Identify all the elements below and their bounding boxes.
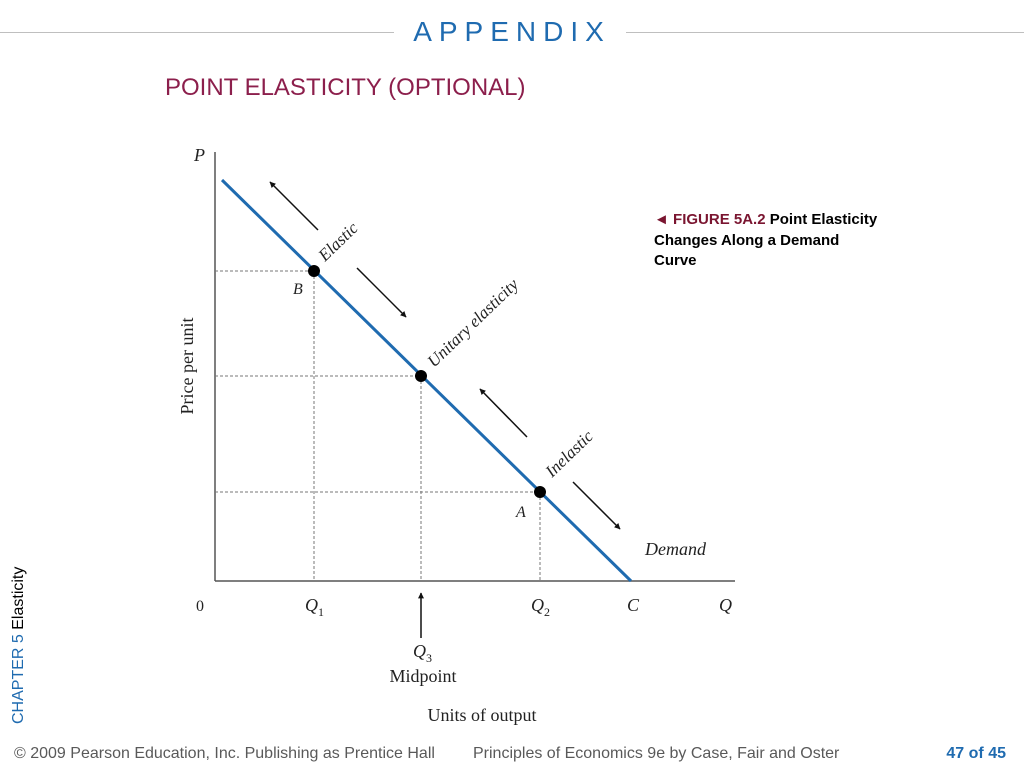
header-rule-left — [0, 32, 394, 33]
header-rule-right — [626, 32, 1024, 33]
midpoint-marker — [415, 370, 427, 382]
book-title: Principles of Economics 9e by Case, Fair… — [473, 745, 840, 762]
figure-number: FIGURE 5A.2 — [673, 211, 766, 228]
arrow-elastic-down — [356, 267, 407, 318]
arrow-elastic-up — [269, 181, 319, 231]
q1-label: Q1 — [305, 595, 324, 619]
x-axis-label: Units of output — [427, 705, 536, 725]
origin-label: 0 — [196, 598, 204, 615]
region-unitary-label: Unitary elasticity — [424, 275, 523, 371]
copyright-text: © 2009 Pearson Education, Inc. Publishin… — [14, 745, 435, 762]
point-b-marker — [308, 265, 320, 277]
q3-label: Q3 — [413, 641, 432, 665]
chapter-topic: Elasticity — [10, 566, 27, 630]
page-number: 47 of 45 — [946, 745, 1006, 762]
figure-title: Point Elasticity Changes Along a Demand … — [654, 211, 878, 269]
c-label: C — [627, 595, 640, 615]
region-elastic-label: Elastic — [314, 218, 362, 265]
arrow-inelastic-up — [479, 388, 528, 438]
q2-label: Q2 — [531, 595, 550, 619]
x-axis-symbol: Q — [719, 595, 732, 615]
midpoint-label: Midpoint — [389, 666, 456, 686]
point-a-label: A — [515, 504, 526, 521]
region-inelastic-label: Inelastic — [541, 426, 597, 481]
y-axis-label: Price per unit — [177, 318, 197, 415]
point-b-label: B — [293, 281, 303, 298]
direction-arrows — [269, 181, 621, 530]
demand-label: Demand — [644, 539, 707, 559]
guide-lines — [215, 270, 541, 581]
arrow-inelastic-down — [572, 481, 621, 530]
demand-curve — [220, 178, 633, 583]
footer: © 2009 Pearson Education, Inc. Publishin… — [14, 745, 1006, 767]
chapter-number: CHAPTER 5 — [10, 634, 27, 724]
chapter-sidebar: CHAPTER 5 Elasticity — [10, 567, 28, 724]
figure-caption: ◄ FIGURE 5A.2 Point Elasticity Changes A… — [654, 210, 884, 272]
y-axis-symbol: P — [193, 145, 205, 165]
slide-title: POINT ELASTICITY (OPTIONAL) — [165, 74, 526, 101]
point-a-marker — [534, 486, 546, 498]
section-heading: APPENDIX — [413, 16, 611, 47]
caption-marker-icon: ◄ — [654, 211, 669, 228]
